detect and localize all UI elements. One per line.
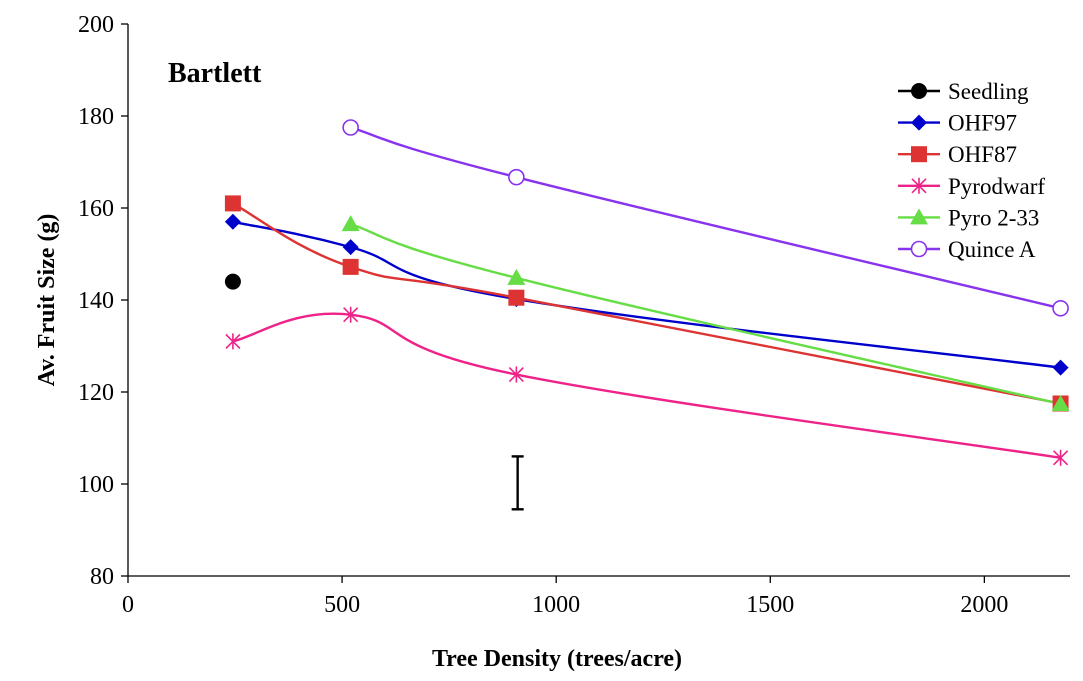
y-tick-label: 200 bbox=[78, 12, 114, 38]
data-point-ohf97 bbox=[1053, 360, 1069, 376]
y-axis-title: Av. Fruit Size (g) bbox=[34, 214, 60, 387]
data-point-quince-a bbox=[343, 120, 358, 135]
data-point-ohf97 bbox=[343, 239, 359, 255]
series-line-ohf97 bbox=[233, 222, 1061, 368]
legend-marker-seedling bbox=[911, 83, 927, 99]
x-tick-label: 1000 bbox=[532, 592, 580, 618]
legend-label-ohf97: OHF97 bbox=[948, 111, 1017, 136]
data-point-quince-a bbox=[509, 170, 524, 185]
data-point-pyrodwarf bbox=[226, 333, 240, 349]
data-point-ohf97 bbox=[225, 214, 241, 230]
data-point-seedling bbox=[225, 274, 241, 290]
legend-marker-quince-a bbox=[912, 242, 927, 257]
data-point-ohf87 bbox=[225, 195, 241, 211]
series-line-ohf87 bbox=[233, 203, 1061, 403]
legend-label-pyro-2-33: Pyro 2-33 bbox=[948, 205, 1039, 230]
y-tick-label: 140 bbox=[78, 288, 114, 314]
legend: Seedling OHF97 OHF87 Pyrodwarf Pyro 2-33 Quin… bbox=[898, 79, 1045, 262]
x-axis-title: Tree Density (trees/acre) bbox=[432, 646, 682, 672]
y-tick-label: 160 bbox=[78, 196, 114, 222]
y-tick-label: 100 bbox=[78, 472, 114, 498]
legend-marker-ohf97 bbox=[911, 115, 927, 131]
legend-label-seedling: Seedling bbox=[948, 79, 1029, 104]
legend-marker-ohf87 bbox=[911, 146, 927, 162]
legend-label-quince-a: Quince A bbox=[948, 237, 1036, 262]
x-tick-label: 2000 bbox=[960, 592, 1008, 618]
x-tick-label: 1500 bbox=[746, 592, 794, 618]
chart-title: Bartlett bbox=[168, 58, 262, 89]
data-point-ohf87 bbox=[343, 259, 359, 275]
plot-area bbox=[225, 120, 1070, 509]
data-point-quince-a bbox=[1053, 301, 1068, 316]
y-tick-label: 180 bbox=[78, 104, 114, 130]
series-line-pyrodwarf bbox=[233, 314, 1061, 458]
data-point-ohf87 bbox=[508, 290, 524, 306]
y-tick-label: 120 bbox=[78, 380, 114, 406]
x-tick-label: 500 bbox=[324, 592, 360, 618]
legend-label-pyrodwarf: Pyrodwarf bbox=[948, 174, 1045, 199]
x-tick-label: 0 bbox=[122, 592, 134, 618]
data-point-pyro-2-33 bbox=[342, 215, 360, 231]
legend-label-ohf87: OHF87 bbox=[948, 142, 1017, 167]
y-tick-label: 80 bbox=[90, 564, 114, 590]
